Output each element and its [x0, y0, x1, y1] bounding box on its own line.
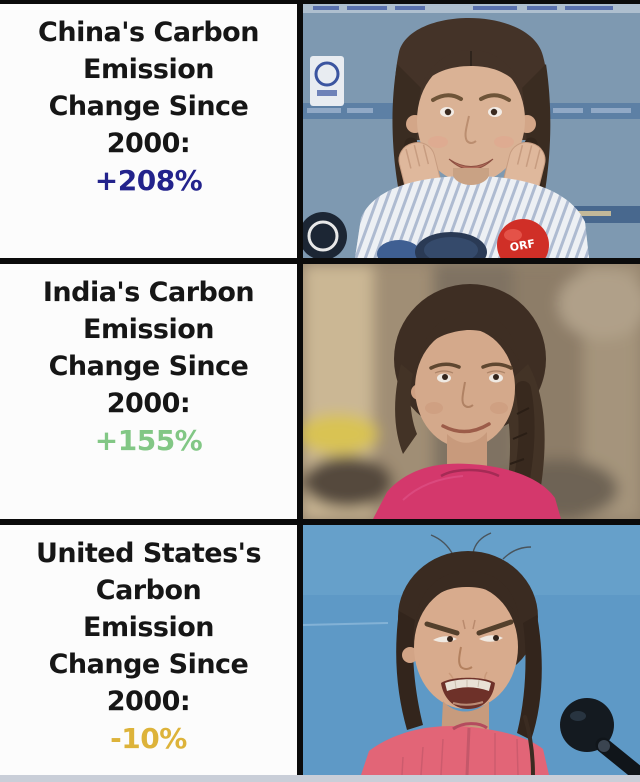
- caption-cell-india: India's Carbon Emission Change Since 200…: [0, 264, 297, 519]
- vertical-divider: [297, 264, 303, 519]
- panel-china: China's Carbon Emission Change Since 200…: [0, 4, 640, 258]
- greta-angry-photo: [303, 525, 640, 775]
- panel-india: India's Carbon Emission Change Since 200…: [0, 264, 640, 519]
- greta-pleased-figure: [373, 284, 561, 519]
- greta-angry-illustration: [303, 525, 640, 775]
- value-text-india: +155%: [94, 424, 203, 457]
- greta-angry-figure: [361, 532, 549, 775]
- black-microphone: [560, 698, 640, 775]
- horizontal-divider-2: [0, 519, 640, 525]
- caption-cell-united-states: United States's Carbon Emission Change S…: [0, 525, 297, 775]
- greta-excited-illustration: ORF: [303, 4, 640, 258]
- top-frame-bar: [0, 0, 640, 4]
- panel-united-states: United States's Carbon Emission Change S…: [0, 525, 640, 775]
- greta-excited-photo: ORF: [303, 4, 640, 258]
- value-text-china: +208%: [94, 164, 203, 197]
- caption-cell-china: China's Carbon Emission Change Since 200…: [0, 4, 297, 258]
- value-text-united-states: -10%: [110, 722, 187, 755]
- greta-pleased-photo: [303, 264, 640, 519]
- greta-pleased-illustration: [303, 264, 640, 519]
- bottom-frame-strip: [0, 775, 640, 782]
- vertical-divider: [297, 4, 303, 258]
- caption-text-china: China's Carbon Emission Change Since 200…: [38, 17, 259, 159]
- horizontal-divider-1: [0, 258, 640, 264]
- caption-text-united-states: United States's Carbon Emission Change S…: [35, 538, 262, 717]
- backdrop-logo: [310, 56, 344, 106]
- orf-microphone: ORF: [497, 219, 549, 258]
- vertical-divider: [297, 525, 303, 775]
- microphones: ORF: [303, 212, 549, 258]
- orf-mic-label: ORF: [509, 237, 536, 254]
- caption-text-india: India's Carbon Emission Change Since 200…: [42, 277, 255, 419]
